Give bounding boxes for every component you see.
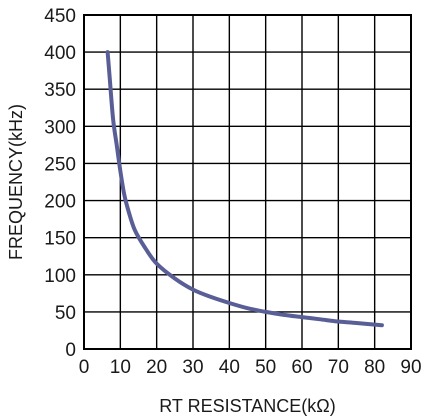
y-tick-label: 150 [44,229,76,250]
plot-frame [83,14,412,350]
y-tick-label: 250 [44,154,76,175]
x-tick-label: 0 [79,357,90,378]
y-tick-label: 200 [44,192,76,213]
x-tick-label: 30 [182,357,203,378]
y-tick-label: 400 [44,43,76,64]
x-axis-title: RT RESISTANCE(kΩ) [159,396,335,416]
x-tick-label: 80 [364,357,385,378]
y-tick-label: 0 [65,340,76,361]
x-tick-label: 10 [110,357,131,378]
x-tick-label: 50 [255,357,276,378]
x-tick-label: 90 [400,357,421,378]
x-tick-label: 70 [328,357,349,378]
grid [84,15,411,349]
y-tick-label: 450 [44,6,76,27]
y-tick-label: 100 [44,266,76,287]
x-tick-label: 40 [219,357,240,378]
series-layer [105,50,384,328]
tick-labels: 0 10 20 30 40 50 60 70 80 90 0 50 100 150 200 250 300 350… [44,6,421,378]
y-tick-label: 300 [44,117,76,138]
series-line [105,50,384,328]
y-tick-label: 350 [44,80,76,101]
y-axis-title: FREQUENCY(kHz) [6,104,26,260]
x-tick-label: 60 [291,357,312,378]
x-tick-label: 20 [146,357,167,378]
y-tick-label: 50 [55,303,76,324]
